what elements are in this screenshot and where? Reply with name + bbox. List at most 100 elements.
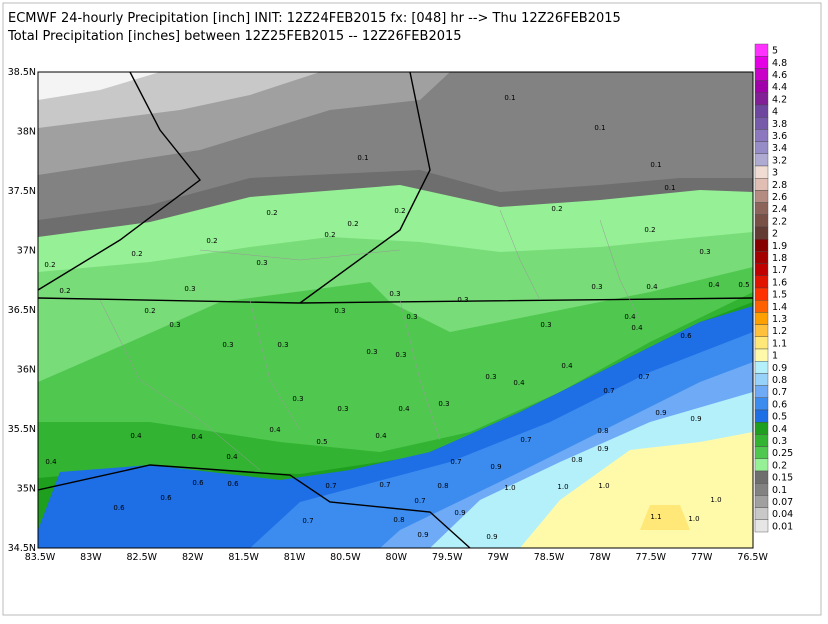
- contour-label: 0.4: [646, 283, 658, 291]
- contour-label: 0.3: [457, 296, 468, 304]
- colorbar-box: [754, 397, 769, 411]
- colorbar-label: 2.6: [772, 192, 787, 203]
- contour-label: 0.3: [334, 307, 345, 315]
- lon-label: 81W: [284, 552, 306, 563]
- colorbar-label: 4.4: [772, 82, 787, 93]
- contour-label: 0.3: [406, 313, 417, 321]
- colorbar-box: [754, 56, 769, 69]
- lon-label: 81.5W: [228, 552, 259, 563]
- colorbar-box: [754, 373, 769, 386]
- colorbar-label: 0.9: [772, 363, 787, 374]
- contour-label: 1.0: [598, 482, 609, 490]
- contour-label: 0.7: [414, 497, 425, 505]
- colorbar-box: [754, 214, 769, 228]
- contour-label: 0.1: [664, 184, 675, 192]
- contour-label: 1.0: [710, 496, 721, 504]
- colorbar-box: [754, 141, 769, 155]
- contour-label: 1.0: [688, 515, 699, 523]
- colorbar-box: [754, 495, 769, 508]
- colorbar-box: [754, 324, 769, 338]
- contour-label: 0.1: [357, 154, 368, 162]
- colorbar-box: [754, 80, 769, 93]
- colorbar-box: [754, 336, 769, 350]
- contour-label: 0.3: [699, 248, 710, 256]
- contour-label: 0.4: [45, 458, 57, 466]
- colorbar-box: [754, 519, 769, 533]
- contour-label: 1.1: [650, 513, 661, 521]
- colorbar-box: [754, 422, 769, 435]
- contour-label: 0.8: [437, 482, 448, 490]
- colorbar-label: 3.8: [772, 119, 787, 130]
- colorbar-box: [754, 116, 769, 130]
- lat-label: 36.5N: [8, 305, 36, 316]
- contour-label: 0.7: [379, 481, 390, 489]
- lon-label: 83.5W: [25, 552, 56, 563]
- contour-label: 0.2: [266, 209, 277, 217]
- contour-label: 0.2: [324, 231, 335, 239]
- contour-label: 0.9: [490, 463, 501, 471]
- contour-label: 0.3: [438, 400, 449, 408]
- lon-label: 82.5W: [127, 552, 158, 563]
- contour-label: 0.3: [389, 290, 400, 298]
- colorbar-box: [754, 348, 769, 362]
- colorbar-label: 0.25: [772, 448, 793, 459]
- lon-label: 78W: [589, 552, 611, 563]
- colorbar-box: [754, 92, 769, 106]
- contour-label: 0.4: [226, 453, 238, 461]
- contour-label: 0.5: [738, 281, 749, 289]
- map-border: [37, 71, 754, 549]
- colorbar-label: 2.8: [772, 180, 787, 191]
- contour-label: 0.1: [594, 124, 605, 132]
- contour-label: 1.0: [504, 484, 515, 492]
- colorbar-label: 0.04: [772, 509, 793, 520]
- colorbar-label: 0.5: [772, 412, 787, 423]
- contour-label: 0.4: [375, 432, 387, 440]
- colorbar-box: [754, 104, 769, 118]
- contour-label: 0.2: [394, 207, 405, 215]
- colorbar-label: 0.3: [772, 436, 787, 447]
- contour-label: 0.9: [655, 409, 666, 417]
- colorbar-label: 0.1: [772, 485, 787, 496]
- colorbar-label: 4.8: [772, 58, 787, 69]
- contour-label: 0.2: [347, 220, 358, 228]
- colorbar-label: 0.8: [772, 375, 787, 386]
- lon-label: 77W: [691, 552, 713, 563]
- title: ECMWF 24-hourly Precipitation [inch] INI…: [8, 11, 621, 26]
- contour-label: 0.6: [192, 479, 204, 487]
- colorbar-label: 2: [772, 229, 778, 240]
- colorbar-box: [754, 470, 769, 484]
- colorbar-box: [754, 226, 769, 240]
- colorbar-label: 0.01: [772, 521, 793, 532]
- colorbar-box: [754, 275, 769, 289]
- colorbar-box: [754, 446, 769, 460]
- subtitle: Total Precipitation [inches] between 12Z…: [7, 29, 462, 44]
- contour-label: 0.4: [708, 281, 720, 289]
- lon-label: 79W: [487, 552, 509, 563]
- contour-label: 0.8: [571, 456, 582, 464]
- contour-label: 0.3: [292, 395, 303, 403]
- colorbar-label: 0.4: [772, 424, 787, 435]
- colorbar-label: 3.4: [772, 143, 787, 154]
- contour-label: 0.7: [603, 387, 614, 395]
- lon-label: 76.5W: [737, 552, 768, 563]
- colorbar-box: [754, 177, 769, 191]
- contour-label: 0.4: [191, 433, 203, 441]
- lon-label: 83W: [80, 552, 102, 563]
- contour-label: 0.4: [398, 405, 410, 413]
- colorbar-box: [754, 238, 769, 252]
- lat-label: 34.5N: [8, 543, 36, 554]
- colorbar-label: 1.7: [772, 265, 787, 276]
- colorbar-box: [754, 312, 769, 325]
- contour-label: 0.1: [650, 161, 661, 169]
- colorbar-label: 0.6: [772, 399, 787, 410]
- lon-label: 80W: [386, 552, 408, 563]
- contour-label: 0.7: [450, 458, 461, 466]
- colorbar-box: [754, 300, 769, 313]
- colorbar-label: 1.4: [772, 302, 787, 313]
- contour-label: 0.4: [130, 432, 142, 440]
- contour-label: 0.2: [144, 307, 155, 315]
- lat-label: 38N: [17, 127, 36, 138]
- colorbar-label: 1.8: [772, 253, 787, 264]
- colorbar-label: 4: [772, 107, 778, 118]
- contour-label: 0.7: [302, 517, 313, 525]
